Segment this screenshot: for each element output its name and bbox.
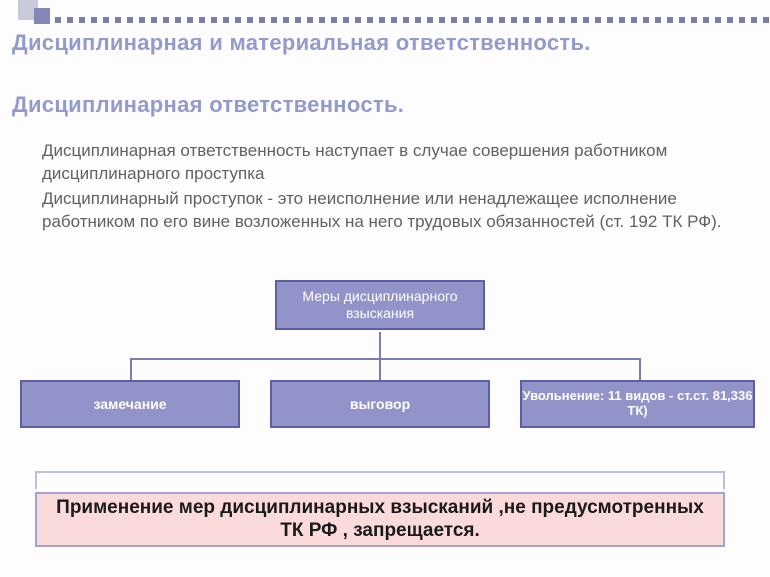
chart-child-node: замечание bbox=[20, 380, 240, 428]
chart-connector bbox=[379, 358, 381, 380]
chart-child-node: Увольнение: 11 видов - ст.ст. 81,336 ТК) bbox=[520, 380, 755, 428]
chart-child-node: выговор bbox=[270, 380, 490, 428]
chart-connector bbox=[130, 358, 132, 380]
cutoff-top-border bbox=[35, 471, 725, 473]
deco-square-dark bbox=[34, 8, 50, 24]
cutoff-right-border bbox=[723, 473, 725, 489]
deco-dotline bbox=[55, 17, 770, 23]
paragraph-1: Дисциплинарная ответственность наступает… bbox=[42, 140, 745, 186]
sub-heading: Дисциплинарная ответственность. bbox=[12, 92, 404, 118]
chart-connector bbox=[130, 358, 640, 360]
org-chart: Меры дисциплинарного взыскания замечание… bbox=[0, 280, 770, 440]
highlight-bar: Применение мер дисциплинарных взысканий … bbox=[35, 492, 725, 547]
cutoff-left-border bbox=[35, 473, 37, 489]
paragraph-2: Дисциплинарный проступок - это неисполне… bbox=[42, 188, 745, 234]
chart-connector bbox=[639, 358, 641, 380]
main-heading: Дисциплинарная и материальная ответствен… bbox=[12, 30, 591, 56]
chart-connector bbox=[379, 332, 381, 358]
chart-root-node: Меры дисциплинарного взыскания bbox=[275, 280, 485, 330]
